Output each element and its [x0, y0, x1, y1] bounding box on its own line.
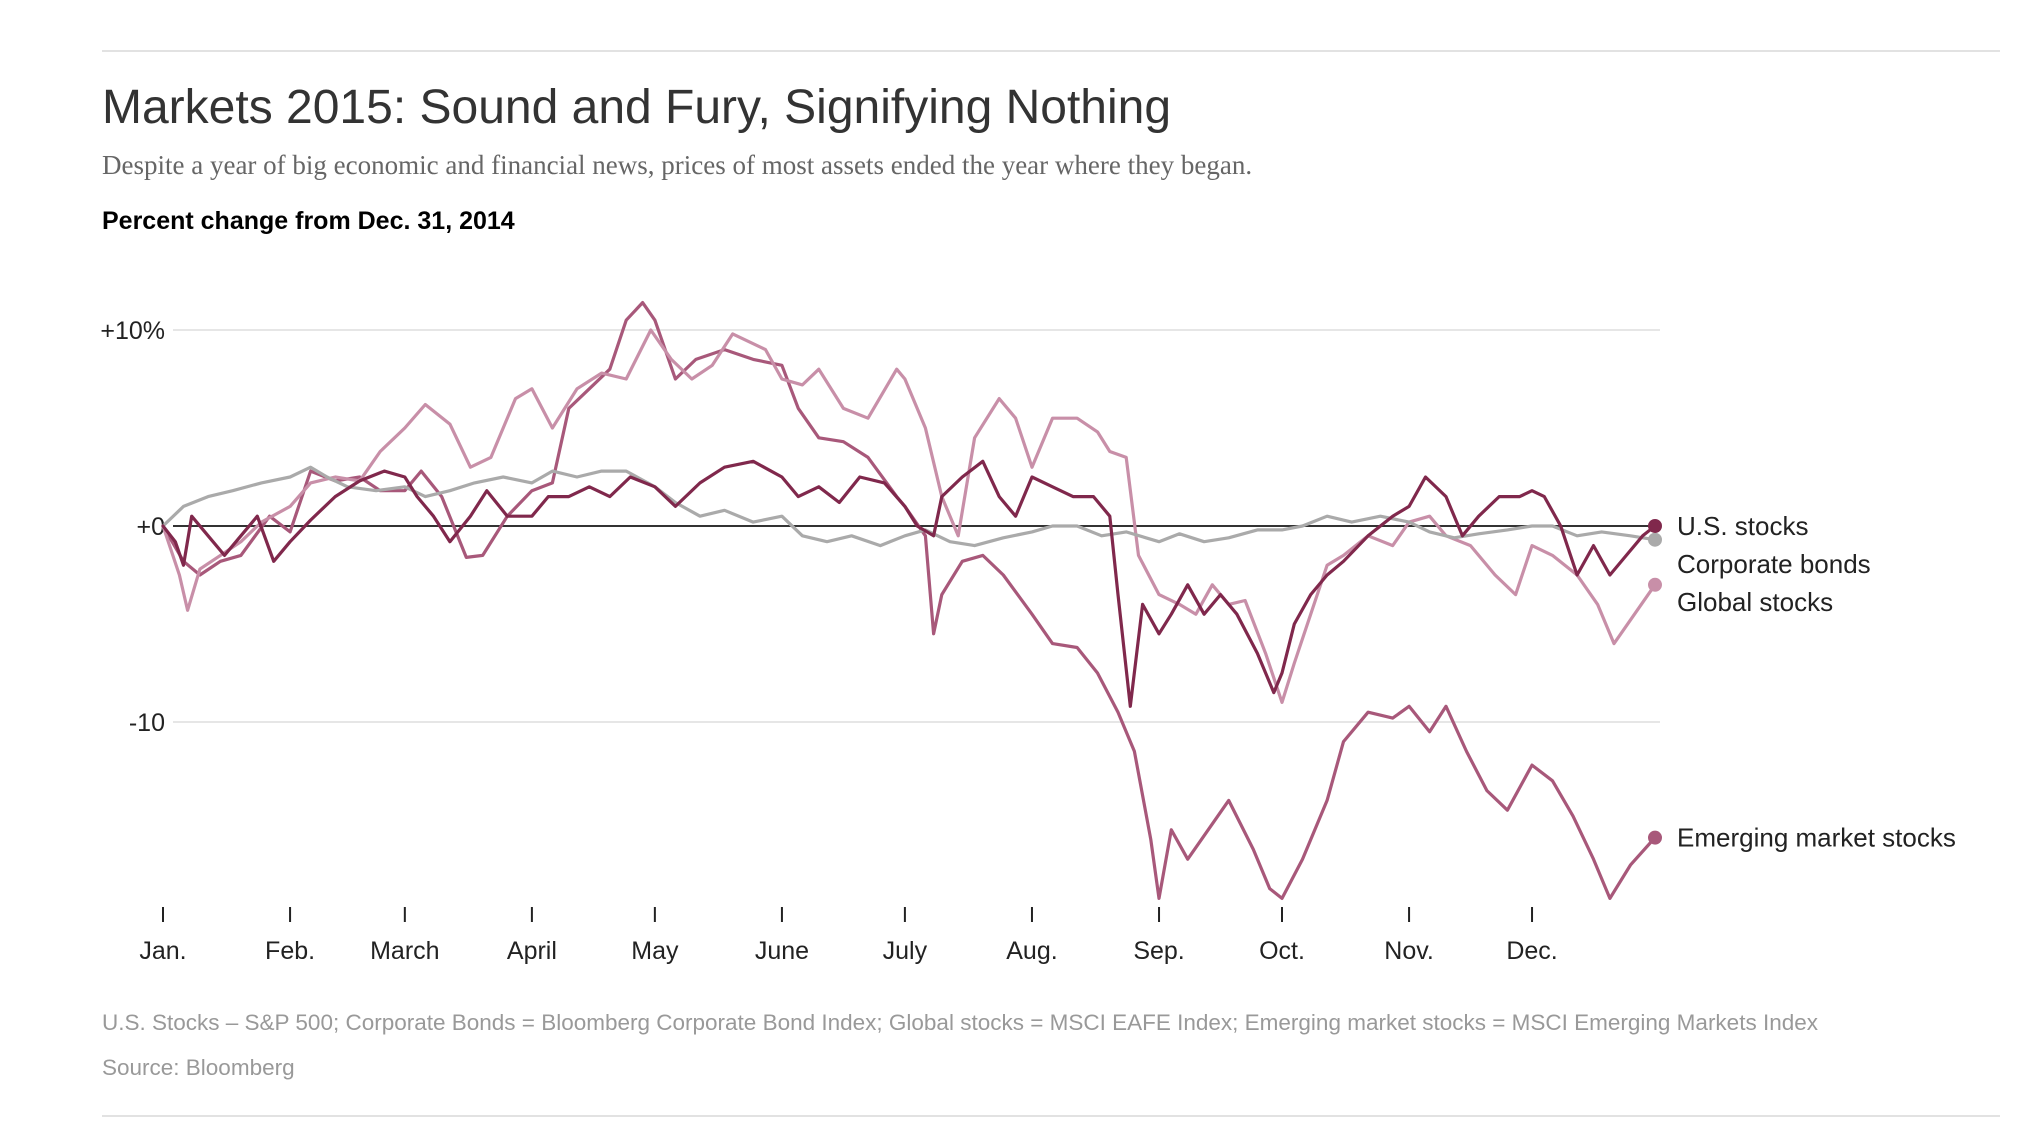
series-end-label: U.S. stocks — [1677, 511, 1808, 541]
series-end-marker-emerging-market-stocks — [1648, 830, 1662, 845]
series-end-marker-global-stocks — [1648, 577, 1662, 592]
series-end-label: Emerging market stocks — [1677, 823, 1956, 853]
series-layer — [161, 301, 1662, 900]
series-line-emerging-market-stocks — [161, 301, 1657, 900]
top-divider — [102, 50, 2000, 52]
end-labels: U.S. stocks Corporate bonds Global stocks E… — [1677, 511, 1956, 853]
x-tick-label: May — [631, 937, 679, 965]
series-line-corporate-bonds — [161, 465, 1657, 548]
grid-layer: +10% +0 -10 — [100, 317, 1660, 737]
series-line-global-stocks — [161, 328, 1657, 704]
series-line-u-s-stocks — [161, 459, 1657, 708]
x-tick-label: April — [507, 937, 557, 965]
x-tick-label: Oct. — [1259, 937, 1305, 965]
chart-subtitle: Despite a year of big economic and finan… — [102, 150, 1253, 180]
x-tick-label: Dec. — [1506, 937, 1557, 965]
source-note: Source: Bloomberg — [102, 1055, 295, 1080]
x-tick-label: July — [883, 937, 928, 965]
series-end-label: Corporate bonds — [1677, 549, 1871, 579]
bottom-divider — [102, 1115, 2000, 1117]
y-tick-label: +0 — [136, 513, 165, 541]
x-axis: Jan. Feb. March April May June July Aug. Sep. Oct… — [139, 907, 1558, 965]
x-tick-label: March — [370, 937, 439, 965]
y-tick-label: +10% — [100, 317, 165, 345]
series-end-marker-u-s-stocks — [1648, 519, 1662, 533]
x-tick-label: Sep. — [1133, 937, 1184, 965]
series-end-marker-corporate-bonds — [1648, 532, 1662, 547]
x-tick-label: Feb. — [265, 937, 315, 965]
x-tick-label: Jan. — [139, 937, 186, 965]
x-tick-label: June — [755, 937, 809, 965]
x-tick-label: Aug. — [1006, 937, 1057, 965]
chart-title: Markets 2015: Sound and Fury, Signifying… — [102, 81, 1172, 134]
x-tick-label: Nov. — [1384, 937, 1434, 965]
footnote: U.S. Stocks – S&P 500; Corporate Bonds =… — [102, 1010, 1818, 1035]
y-tick-label: -10 — [129, 709, 165, 737]
series-end-label: Global stocks — [1677, 587, 1833, 617]
y-axis-unit-label: Percent change from Dec. 31, 2014 — [102, 207, 515, 235]
